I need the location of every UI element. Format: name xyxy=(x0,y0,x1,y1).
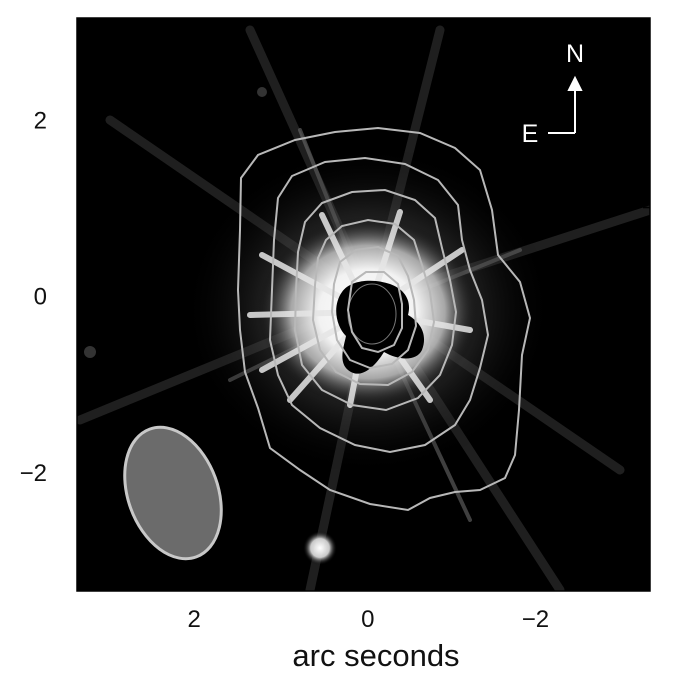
beam-ellipse xyxy=(123,425,223,561)
y-tick-label: 2 xyxy=(34,107,47,134)
contour-level-5 xyxy=(330,245,418,370)
x-tick-label: −2 xyxy=(522,606,549,633)
field-star xyxy=(303,531,337,565)
compass-north-label: N xyxy=(566,40,584,68)
contour-level-6 xyxy=(346,271,403,354)
compass-east-label: E xyxy=(522,120,539,148)
axis-ticks xyxy=(77,18,650,591)
contour-level-1 xyxy=(236,126,532,512)
y-tick-label: −2 xyxy=(20,460,47,487)
contour-level-4 xyxy=(311,218,436,387)
tick-labels: 2 0 −2 2 0 −2 xyxy=(20,107,550,633)
x-tick-label: 2 xyxy=(188,606,201,633)
contour-lines xyxy=(236,126,532,512)
contour-level-2 xyxy=(268,156,490,454)
north-arrowhead xyxy=(567,75,583,91)
y-tick-label: 0 xyxy=(34,284,47,311)
compass xyxy=(548,75,583,134)
image-content: N E xyxy=(77,25,650,591)
plot-frame xyxy=(76,17,651,592)
x-axis-title: arc seconds xyxy=(292,638,459,673)
contour-level-3 xyxy=(293,188,458,412)
x-tick-label: 0 xyxy=(361,606,374,633)
